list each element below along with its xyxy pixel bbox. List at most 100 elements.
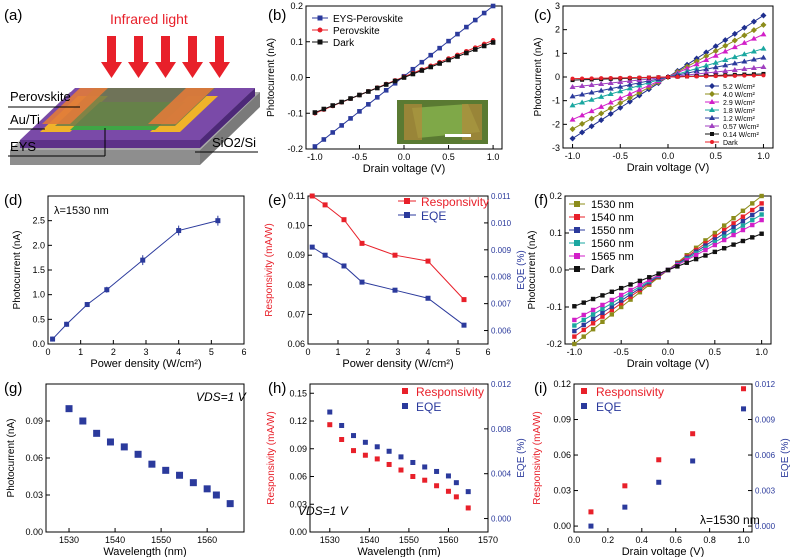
data-point <box>759 206 764 212</box>
y-tick-label: 0.5 <box>32 314 45 324</box>
x-tick-label: 0.5 <box>709 347 722 357</box>
data-point <box>722 37 729 44</box>
data-point <box>481 43 487 49</box>
data-point <box>579 82 586 88</box>
data-point <box>607 99 614 105</box>
y-axis-label: Photocurrent (nA) <box>527 231 538 310</box>
data-point <box>712 242 718 248</box>
data-point <box>637 282 643 288</box>
annotation-g-vds: VDS=1 V <box>196 390 247 404</box>
data-point <box>741 39 748 45</box>
data-point <box>647 277 652 283</box>
data-point <box>712 59 719 65</box>
y-tick-label: -0.2 <box>287 144 303 154</box>
data-point <box>359 279 365 285</box>
data-point <box>626 94 633 101</box>
data-point <box>419 68 425 73</box>
x-tick-label: 0.0 <box>662 151 675 161</box>
data-point <box>637 75 642 80</box>
data-point <box>366 102 371 107</box>
data-point <box>579 99 586 105</box>
data-point <box>647 275 652 280</box>
data-point <box>341 263 347 269</box>
data-point <box>359 240 365 246</box>
x-tick-label: 0.0 <box>662 347 675 357</box>
data-point <box>703 62 710 68</box>
data-point <box>410 71 416 77</box>
data-point <box>609 304 615 309</box>
data-point <box>572 341 577 347</box>
legend-marker <box>574 201 580 207</box>
data-point <box>693 68 700 74</box>
plot-frame <box>45 383 245 533</box>
layer-label-perovskite: Perovskite <box>10 89 71 104</box>
y2-tick-label: 0.012 <box>755 380 776 389</box>
data-point <box>374 85 380 91</box>
y-tick-label: -3 <box>552 143 560 153</box>
data-point <box>321 106 327 112</box>
data-point <box>590 321 596 326</box>
data-point <box>226 500 234 508</box>
data-point <box>589 76 594 81</box>
y-tick-label: 0.1 <box>549 228 562 238</box>
data-point <box>392 252 398 258</box>
data-point <box>617 78 624 84</box>
legend-label: Perovskite <box>333 26 380 37</box>
legend-marker <box>317 27 323 33</box>
data-point <box>339 437 345 442</box>
data-point <box>425 295 431 301</box>
legend-marker <box>574 227 580 233</box>
infrared-arrows <box>101 36 230 78</box>
x-tick-label: -0.5 <box>613 151 629 161</box>
data-point <box>741 51 748 57</box>
data-point <box>731 232 736 238</box>
data-point <box>579 91 586 97</box>
y-tick-label: 0.09 <box>25 416 43 426</box>
data-point <box>490 40 496 45</box>
data-point <box>656 457 662 463</box>
legend-marker <box>710 132 714 136</box>
data-point <box>327 422 333 428</box>
legend-label: 1.8 W/cm² <box>723 108 756 115</box>
y-tick-label: -0.1 <box>287 108 303 118</box>
data-point <box>600 314 605 319</box>
data-point <box>588 96 595 102</box>
panel-label-i: (i) <box>534 380 547 397</box>
data-point <box>453 480 459 486</box>
data-point <box>741 406 747 412</box>
data-point <box>607 85 614 91</box>
legend-label: 1565 nm <box>591 251 634 263</box>
data-point <box>590 307 596 313</box>
legend-marker <box>574 214 580 220</box>
annotation-d-wavelength: λ=1530 nm <box>54 205 109 217</box>
layer-label-sio2si: SiO2/Si <box>212 135 256 150</box>
x-tick-label: 4 <box>425 347 430 357</box>
data-point <box>607 110 614 117</box>
y2-axis-label: EQE (%) <box>516 250 527 289</box>
data-point <box>569 135 576 142</box>
data-point <box>703 253 708 258</box>
y-tick-label: 1.0 <box>32 290 45 300</box>
data-point <box>464 50 469 56</box>
data-point <box>590 327 596 332</box>
y-tick-label: 0.00 <box>289 527 307 537</box>
legend-marker <box>317 15 323 21</box>
legend-label: 5.2 W/cm² <box>723 84 756 91</box>
data-point <box>722 56 729 62</box>
data-point <box>731 60 738 66</box>
data-point <box>731 30 738 37</box>
data-point <box>628 290 633 295</box>
legend-marker <box>317 39 323 45</box>
data-point <box>322 252 328 258</box>
data-point <box>598 80 605 86</box>
data-point <box>437 45 442 51</box>
legend-label: Dark <box>591 264 615 276</box>
y2-axis-label: EQE (%) <box>780 438 791 477</box>
data-point <box>617 104 624 111</box>
data-point <box>461 297 467 303</box>
data-point <box>731 67 738 73</box>
y-tick-label: 0.10 <box>287 221 305 231</box>
legend-label: Dark <box>723 140 738 147</box>
data-point <box>461 322 467 328</box>
data-point <box>162 466 170 474</box>
